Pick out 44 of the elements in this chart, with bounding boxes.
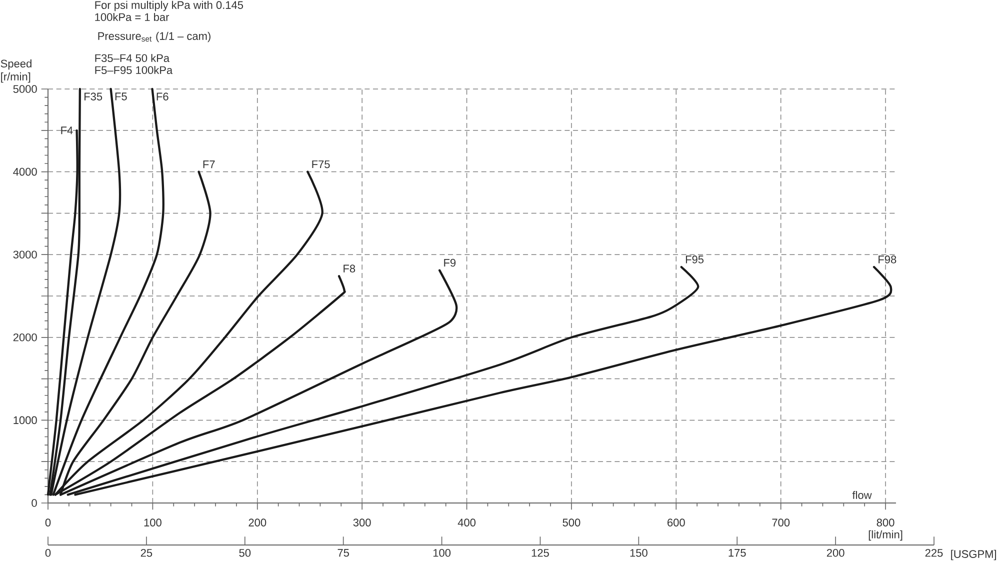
x-tick-label: 300 [353,518,371,526]
x2-tick-label: 75 [338,548,349,557]
series-label: F9 [444,258,456,267]
series-label: F7 [203,160,215,168]
x2-tick-label: 125 [532,548,549,557]
y-tick-label: 1000 [14,416,37,424]
series-label: F75 [312,160,330,168]
series-label: F6 [156,92,168,100]
series-label: F98 [878,256,896,264]
x2-tick-label: 100 [433,548,451,557]
y-tick-label: 4000 [13,168,37,176]
x-tick-label: 700 [772,518,790,526]
y-tick-label: 2000 [13,334,37,342]
text: For psi multiply kPa with 0.145 [95,0,244,12]
x2-tick-label: 25 [140,548,152,557]
text: Pressure$_{set}$ (1/1 – cam) [98,32,210,42]
x-tick-label: 600 [668,518,685,526]
x-tick-label: 800 [876,518,894,526]
y-axis-title: Speed [r/min] [0,59,32,83]
x-axis-title: [lit/min] [868,530,902,541]
x2-tick-label: 175 [728,548,746,557]
x2-tick-label: 50 [239,548,251,557]
x2-tick-label: 225 [925,548,943,557]
x-tick-label: 200 [248,518,266,526]
x-tick-label: 100 [144,518,162,526]
text: F5–F95 100kPa [95,66,173,74]
text: 100kPa = 1 bar [95,12,170,22]
series-label: F95 [686,256,704,264]
series-label: F8 [344,264,356,272]
x2-tick-label: 200 [826,548,844,557]
x2-axis-title: [USGPM] [951,550,996,560]
text: F35–F4 50 kPa [95,54,170,62]
annotation: flow [852,490,872,500]
series-label: F4 [61,126,73,134]
x-tick-label: 500 [562,518,580,526]
series-label: F5 [115,92,127,100]
x2-tick-label: 150 [630,548,648,557]
series-label: F35 [84,92,102,100]
x2-tick-label: 0 [45,548,51,557]
y-tick-label: 3000 [13,250,37,258]
y-tick-label: 0 [32,499,37,507]
y-tick-label: 5000 [13,85,37,93]
x-tick-label: 0 [45,518,51,526]
x-tick-label: 400 [458,518,476,526]
